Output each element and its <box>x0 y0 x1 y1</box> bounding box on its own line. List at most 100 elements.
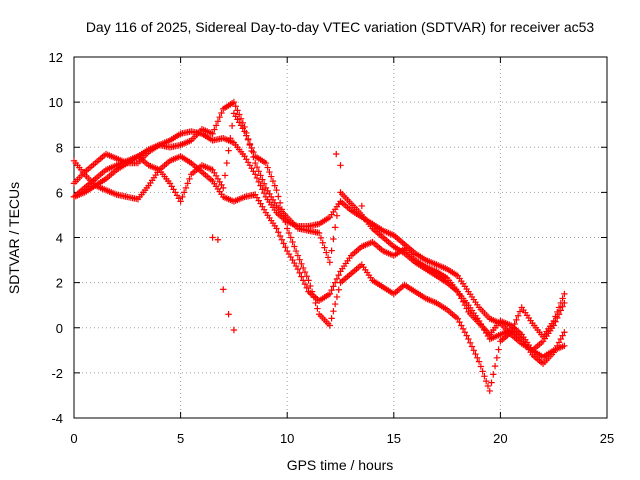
data-point <box>324 254 332 261</box>
data-point <box>271 182 278 189</box>
y-axis-label: SDTVAR / TECUs <box>6 182 22 294</box>
data-point <box>331 300 339 308</box>
data-point <box>246 141 254 149</box>
data-point <box>333 212 341 219</box>
y-tick-label: -4 <box>51 411 63 426</box>
data-point <box>282 218 289 226</box>
data-point <box>257 182 264 189</box>
data-point <box>223 159 230 167</box>
data-point <box>260 189 268 197</box>
data-point <box>328 286 335 294</box>
data-point <box>296 269 303 277</box>
data-point <box>330 283 337 290</box>
data-point <box>209 130 216 137</box>
data-point <box>294 265 302 273</box>
data-point <box>243 129 250 137</box>
data-point <box>456 318 463 326</box>
x-axis-label: GPS time / hours <box>287 457 394 473</box>
data-point <box>481 373 488 380</box>
data-point <box>552 345 559 353</box>
data-point <box>461 329 469 336</box>
data-point <box>248 147 255 155</box>
data-point <box>458 295 465 302</box>
data-point <box>458 322 465 329</box>
data-point <box>303 284 310 292</box>
data-point <box>328 315 335 322</box>
data-point <box>552 318 559 325</box>
data-point <box>472 350 479 358</box>
data-point <box>555 311 563 318</box>
data-point <box>294 252 302 259</box>
data-point <box>315 229 323 237</box>
data-point <box>301 268 309 276</box>
x-tick-label: 10 <box>280 431 294 446</box>
data-point <box>182 184 190 192</box>
y-tick-label: 6 <box>56 185 63 200</box>
data-point <box>186 175 193 183</box>
data-point <box>292 247 300 255</box>
data-point <box>209 234 216 241</box>
data-point <box>241 123 248 131</box>
data-point <box>484 382 492 390</box>
data-point <box>459 298 467 306</box>
data-point <box>296 256 303 263</box>
y-tick-label: 8 <box>56 140 63 155</box>
data-point <box>262 159 270 167</box>
data-point <box>337 162 344 169</box>
y-tick-label: 12 <box>49 50 63 65</box>
y-tick-label: 2 <box>56 276 63 291</box>
data-point <box>330 308 337 315</box>
data-point <box>299 264 307 272</box>
x-tick-label: 15 <box>387 431 401 446</box>
axis-ticks: 0 5 10 15 20 25 -4 -2 0 2 4 6 8 10 12 <box>49 50 615 446</box>
data-point <box>253 174 261 182</box>
data-point <box>468 343 476 350</box>
data-point <box>495 346 502 353</box>
data-point <box>250 153 257 161</box>
data-point <box>177 198 184 205</box>
data-point <box>227 135 234 142</box>
data-point <box>232 103 239 110</box>
data-point <box>550 322 557 329</box>
data-point <box>179 193 186 201</box>
data-point <box>252 159 259 167</box>
data-point <box>244 135 252 143</box>
data-point <box>326 322 334 329</box>
data-point <box>554 342 561 349</box>
data-point <box>308 288 316 295</box>
data-point <box>493 354 501 362</box>
data-point <box>554 314 561 322</box>
data-point <box>216 113 223 121</box>
data-point <box>266 168 273 176</box>
data-point <box>466 339 474 346</box>
data-point <box>463 332 470 339</box>
data-point <box>514 312 522 319</box>
data-point <box>328 247 335 254</box>
data-point <box>305 277 312 284</box>
data-point <box>257 172 264 179</box>
data-point <box>275 193 282 200</box>
data-point <box>280 240 287 247</box>
data-point <box>253 163 261 171</box>
data-point <box>454 288 461 295</box>
data-point <box>369 220 376 228</box>
data-point <box>465 335 472 343</box>
data-point <box>470 347 477 354</box>
data-point <box>475 358 483 365</box>
data-point <box>331 224 339 231</box>
x-tick-label: 25 <box>600 431 614 446</box>
data-point <box>330 235 337 243</box>
chart-title: Day 116 of 2025, Sidereal Day-to-day VTE… <box>86 19 595 35</box>
data-point <box>220 286 227 293</box>
data-point <box>282 244 289 251</box>
data-point <box>454 315 461 322</box>
data-point <box>333 293 341 301</box>
data-point <box>335 271 342 279</box>
data-point <box>221 172 229 179</box>
data-point <box>459 325 467 333</box>
data-point <box>463 305 470 312</box>
data-point <box>239 119 246 127</box>
data-point <box>212 122 220 129</box>
data-point <box>456 291 463 299</box>
y-tick-label: 10 <box>49 95 63 110</box>
